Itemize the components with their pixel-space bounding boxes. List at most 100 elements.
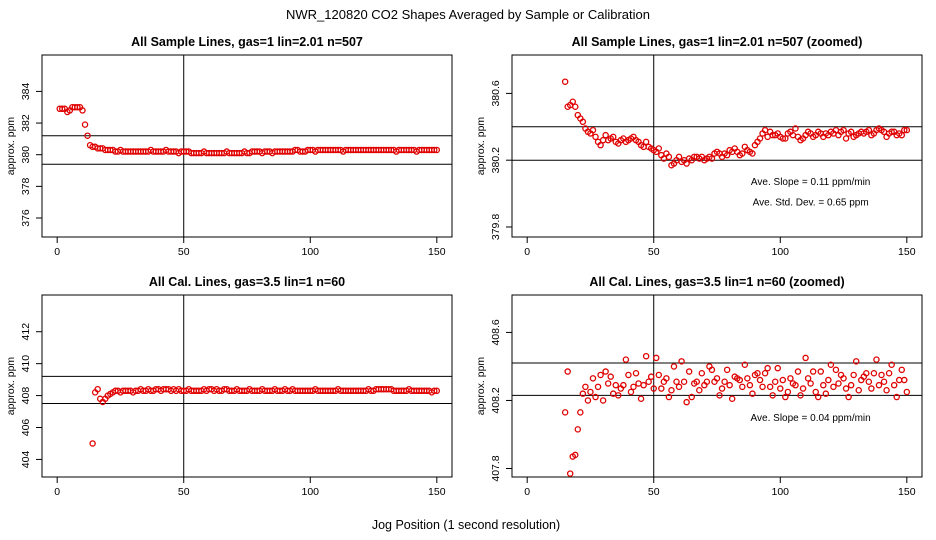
data-point	[716, 392, 723, 399]
data-point	[903, 388, 911, 396]
panel-title: All Cal. Lines, gas=3.5 lin=1 n=60	[149, 275, 345, 289]
data-point	[761, 369, 769, 377]
data-point	[693, 378, 701, 385]
data-point	[58, 105, 66, 113]
data-point	[754, 369, 761, 377]
y-tick-label: 408.2	[490, 387, 502, 413]
data-point	[612, 381, 620, 389]
data-point	[594, 383, 602, 391]
data-point	[592, 393, 599, 401]
data-point	[81, 121, 89, 128]
data-point	[832, 366, 840, 374]
data-point	[883, 387, 890, 394]
x-tick-label: 0	[524, 486, 530, 498]
data-series	[561, 352, 911, 477]
y-tick-label: 384	[20, 82, 32, 100]
x-tick-label: 150	[428, 246, 446, 258]
figure-x-axis-label: Jog Position (1 second resolution)	[372, 518, 560, 532]
data-point	[759, 383, 766, 391]
data-point	[901, 126, 908, 134]
data-point	[782, 135, 789, 142]
data-point	[830, 383, 837, 391]
annotation-text: Ave. Slope = 0.11 ppm/min	[751, 177, 870, 188]
data-point	[602, 131, 609, 139]
panel-title: All Sample Lines, gas=1 lin=2.01 n=507 (…	[572, 35, 863, 49]
data-point	[875, 381, 883, 389]
x-tick-label: 100	[772, 486, 790, 498]
data-point	[597, 141, 604, 149]
data-point	[696, 387, 703, 394]
data-point	[784, 388, 792, 396]
x-tick-label: 50	[648, 486, 660, 498]
y-tick-label: 404	[20, 451, 32, 469]
data-point	[863, 369, 870, 377]
plot-frame	[41, 294, 453, 478]
data-point	[675, 153, 683, 161]
chart-panels: All Sample Lines, gas=1 lin=2.01 n=507 0 5…	[5, 35, 923, 498]
data-point	[855, 387, 862, 394]
data-point	[878, 371, 885, 379]
data-point	[604, 380, 612, 387]
data-point	[792, 125, 799, 132]
data-point	[890, 381, 898, 389]
plot-frame	[41, 54, 453, 238]
plot-frame	[511, 54, 923, 238]
data-point	[645, 378, 652, 385]
data-point	[807, 380, 814, 387]
data-point	[685, 368, 693, 375]
chart-panel-3: All Cal. Lines, gas=3.5 lin=1 n=60 0 50 100…	[5, 275, 453, 498]
data-point	[718, 385, 726, 392]
data-point	[431, 146, 438, 154]
data-point	[845, 393, 852, 401]
data-point	[566, 470, 574, 477]
data-point	[779, 376, 787, 384]
y-tick-label: 408	[20, 387, 32, 405]
data-point	[89, 440, 96, 447]
data-point	[640, 381, 647, 389]
x-tick-label: 150	[428, 486, 446, 498]
data-point	[901, 376, 908, 384]
data-point	[723, 151, 731, 159]
data-point	[835, 380, 842, 387]
data-point	[822, 390, 830, 397]
data-point	[766, 383, 774, 391]
y-tick-label: 410	[20, 355, 32, 373]
x-tick-label: 50	[648, 246, 660, 258]
data-series	[56, 103, 441, 157]
x-tick-label: 150	[898, 246, 916, 258]
data-point	[94, 385, 101, 393]
data-point	[683, 160, 690, 167]
data-point	[885, 369, 893, 377]
x-tick-label: 100	[772, 246, 790, 258]
y-tick-label: 376	[20, 209, 32, 227]
data-point	[625, 371, 632, 379]
data-point	[602, 368, 609, 375]
data-point	[769, 392, 776, 399]
data-point	[597, 371, 604, 379]
data-point	[637, 395, 645, 403]
data-point	[642, 138, 650, 146]
x-tick-label: 100	[302, 246, 320, 258]
data-point	[749, 390, 756, 397]
data-point	[607, 373, 614, 380]
y-tick-label: 378	[20, 177, 32, 195]
data-point	[589, 126, 597, 134]
data-point	[814, 393, 822, 401]
y-tick-label: 379.8	[490, 214, 502, 240]
chart-panel-4: All Cal. Lines, gas=3.5 lin=1 n=60 (zoom…	[475, 275, 923, 498]
x-tick-label: 0	[54, 486, 60, 498]
y-tick-label: 382	[20, 114, 32, 132]
data-point	[744, 375, 751, 382]
data-point	[609, 133, 617, 141]
data-point	[898, 366, 906, 374]
data-point	[622, 356, 630, 363]
data-point	[888, 361, 895, 368]
y-tick-label: 380	[20, 146, 32, 164]
data-point	[683, 398, 690, 406]
data-point	[868, 385, 875, 392]
data-point	[572, 451, 579, 459]
data-point	[647, 373, 655, 380]
data-point	[582, 383, 589, 391]
data-point	[79, 107, 86, 114]
data-point	[665, 393, 673, 401]
